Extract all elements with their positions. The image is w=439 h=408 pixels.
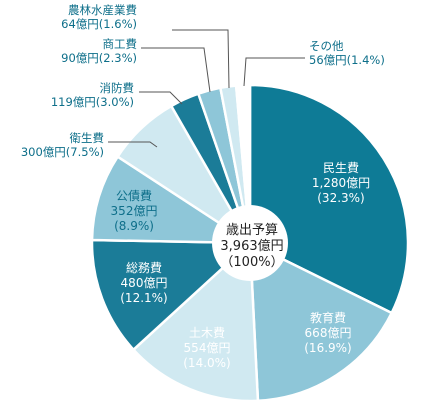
slice-label-amount: 554億円 [184, 341, 231, 355]
slice-label-name: 農林水産業費 [68, 3, 137, 17]
slice-label-name: 民生費 [323, 160, 359, 175]
slice-label-percent: (32.3%) [317, 191, 364, 205]
slice-label-amount-percent: 119億円(3.0%) [51, 95, 134, 109]
pie-slice [90, 238, 254, 352]
leader-lines [108, 29, 305, 148]
slice-label-amount-percent: 64億円(1.6%) [61, 17, 137, 31]
slice-label-amount-percent: 56億円(1.4%) [309, 53, 385, 67]
slice-label-amount: 352億円 [111, 204, 158, 218]
slice-label-percent: (16.9%) [304, 341, 351, 355]
center-label-percent: （100%） [220, 255, 283, 270]
pie-slice [234, 83, 252, 244]
pie-slice [90, 154, 255, 245]
slice-label-percent: (14.0%) [183, 356, 230, 370]
slice-label-amount: 480億円 [121, 276, 168, 290]
slice-label-name: 公債費 [116, 188, 152, 203]
leader-line [108, 141, 158, 148]
slice-label-percent: (12.1%) [120, 291, 167, 305]
slice-label-name: 衛生費 [70, 131, 105, 145]
leader-line [141, 47, 211, 93]
center-circle [212, 205, 288, 281]
center-label-total: 3,963億円 [220, 238, 283, 254]
pie-slice [248, 83, 410, 315]
pie-slices [90, 83, 410, 403]
slice-label-name: 商工費 [103, 37, 138, 51]
slice-label-name: 土木費 [189, 325, 225, 340]
slice-label-amount-percent: 90億円(2.3%) [61, 51, 137, 65]
slice-label-name: 総務費 [126, 260, 162, 275]
leader-line [243, 57, 305, 87]
slice-label-name: その他 [309, 39, 344, 53]
slice-label-percent: (8.9%) [114, 219, 154, 233]
leader-line [172, 29, 230, 89]
slice-label-name: 教育費 [310, 310, 346, 325]
center-label-title: 歳出予算 [226, 223, 278, 238]
leader-line [139, 91, 183, 105]
slice-label-amount: 668億円 [305, 326, 352, 340]
pie-slice [248, 240, 394, 403]
pie-slice [131, 240, 260, 403]
slice-label-amount-percent: 300億円(7.5%) [21, 145, 104, 159]
slice-label-name: 消防費 [100, 81, 135, 95]
slice-label-amount: 1,280億円 [312, 176, 370, 190]
